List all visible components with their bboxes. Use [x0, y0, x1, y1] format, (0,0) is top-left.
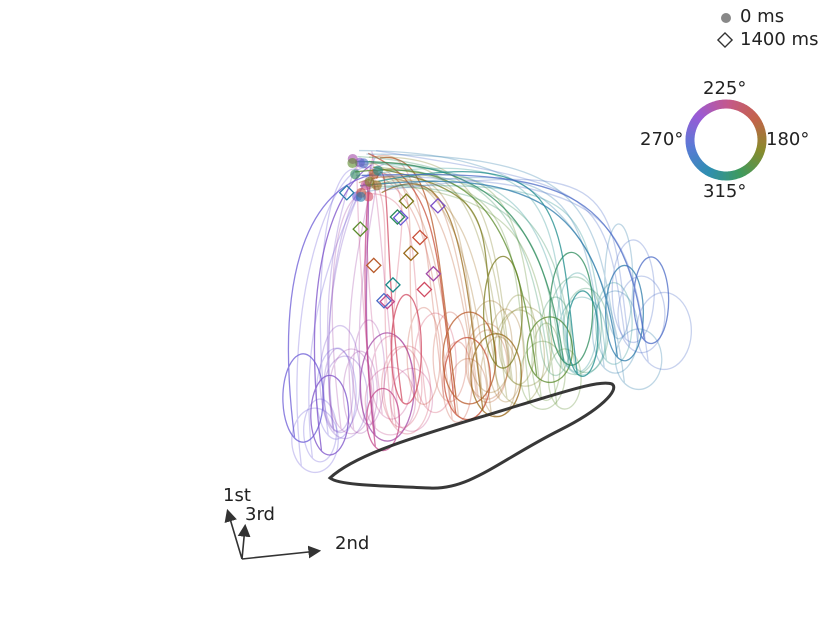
color-wheel: 225° 270° 180° 315°	[640, 78, 809, 202]
end-markers	[338, 184, 446, 310]
legend: 0 ms 1400 ms	[716, 6, 818, 50]
trajectory-line	[366, 162, 607, 376]
trajectory-line	[368, 167, 509, 404]
mean-trajectory	[327, 381, 616, 490]
end-marker	[392, 209, 409, 226]
end-marker	[411, 229, 428, 246]
legend-start-marker	[721, 13, 731, 23]
trajectory-line	[366, 153, 634, 340]
start-markers	[347, 153, 384, 202]
trajectory-line	[383, 175, 513, 394]
trajectory-line	[356, 162, 546, 405]
trajectory-line	[321, 188, 369, 440]
trajectory-line	[369, 169, 473, 423]
legend-label-start: 0 ms	[740, 6, 784, 27]
axis-1st-arrow	[224, 508, 243, 560]
trajectory-lines	[282, 149, 692, 474]
trajectory-line	[368, 156, 537, 385]
axis-label-2nd: 2nd	[335, 533, 369, 554]
end-marker	[375, 292, 392, 309]
end-marker	[416, 281, 433, 298]
trajectory-line	[359, 183, 415, 442]
wheel-label-top: 225°	[703, 78, 746, 99]
trajectory-line	[367, 179, 582, 410]
trajectory-line	[383, 184, 633, 365]
end-marker	[389, 208, 406, 225]
end-marker	[384, 276, 401, 293]
end-marker	[402, 245, 419, 262]
start-marker	[358, 158, 369, 169]
trajectory-line	[373, 166, 523, 369]
trajectory-line	[323, 159, 360, 432]
trajectory-line	[358, 176, 510, 400]
trajectory-line	[383, 172, 441, 406]
trajectory-line	[352, 182, 386, 426]
end-marker	[365, 257, 382, 274]
end-marker	[425, 265, 442, 282]
start-marker	[347, 158, 358, 169]
trajectory-line	[291, 166, 373, 474]
wheel-label-left: 270°	[640, 129, 683, 150]
trajectory-line	[381, 183, 522, 418]
trajectory-line	[383, 178, 666, 354]
legend-label-end: 1400 ms	[740, 29, 818, 50]
axis-label-1st: 1st	[223, 485, 251, 506]
trajectory-line	[282, 174, 370, 443]
start-marker	[364, 176, 375, 187]
trajectory-line	[380, 173, 562, 402]
trajectory-line	[359, 149, 663, 391]
end-marker	[429, 197, 446, 214]
legend-end-marker	[716, 31, 734, 49]
trajectory-line	[379, 156, 497, 405]
trajectory-line	[328, 192, 375, 435]
trajectory-line	[354, 169, 574, 384]
end-marker	[398, 193, 415, 210]
trajectory-line	[358, 175, 518, 418]
end-marker	[352, 221, 369, 238]
trajectory-line	[362, 176, 639, 374]
axis-3rd-arrow	[237, 523, 251, 560]
trajectory-line	[378, 171, 599, 377]
trajectory-line	[356, 162, 417, 436]
start-marker	[373, 165, 384, 176]
trajectory-line	[310, 164, 372, 456]
trajectory-line	[360, 180, 644, 362]
trajectory-line	[373, 166, 566, 410]
end-marker	[379, 293, 396, 310]
axis-label-3rd: 3rd	[245, 504, 275, 525]
trajectory-line	[315, 168, 359, 440]
trajectory-line	[376, 150, 655, 344]
wheel-label-right: 180°	[766, 129, 809, 150]
trajectory-line	[342, 150, 378, 434]
trajectory-line	[361, 173, 670, 345]
trajectory-line	[364, 179, 401, 452]
trajectory-line	[375, 171, 423, 405]
trajectory-line	[368, 167, 599, 373]
start-marker	[350, 169, 361, 180]
trajectory-line	[370, 168, 432, 435]
wheel-label-bottom: 315°	[703, 181, 746, 202]
end-marker	[338, 184, 355, 201]
axes-indicator: 1st 3rd 2nd	[223, 485, 369, 560]
trajectory-line	[356, 160, 594, 366]
axis-2nd-arrow	[241, 545, 322, 560]
trajectory-line	[303, 156, 376, 463]
trajectory-line	[319, 163, 384, 434]
trajectory-line	[360, 163, 423, 429]
mean-trajectory-path	[327, 381, 616, 490]
color-wheel-ring	[685, 99, 767, 181]
trajectory-line	[374, 154, 468, 403]
start-marker	[355, 191, 366, 202]
trajectory-line	[355, 174, 692, 371]
trajectory-line	[367, 152, 492, 421]
trajectory-line	[368, 179, 553, 387]
trajectory-line	[370, 184, 434, 432]
